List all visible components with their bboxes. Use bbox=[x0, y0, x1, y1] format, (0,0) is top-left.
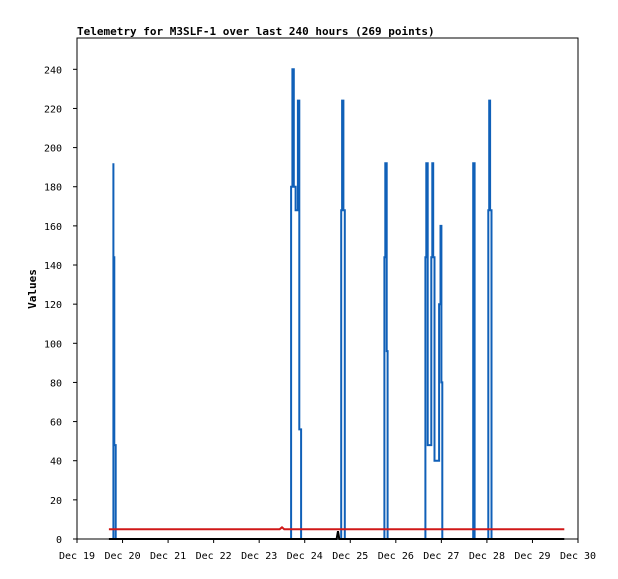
series-line-1 bbox=[108, 525, 565, 531]
y-tick-label: 200 bbox=[44, 144, 62, 155]
plot-frame bbox=[76, 37, 579, 540]
x-tick-label: Dec 30 bbox=[560, 551, 596, 562]
x-tick-label: Dec 21 bbox=[150, 551, 186, 562]
series-line-2 bbox=[108, 531, 565, 540]
series-layer bbox=[108, 68, 565, 540]
x-tick-label: Dec 29 bbox=[514, 551, 550, 562]
y-tick-label: 40 bbox=[50, 457, 62, 468]
y-tick-label: 220 bbox=[44, 104, 62, 115]
x-tick-label: Dec 23 bbox=[241, 551, 277, 562]
y-tick-label: 120 bbox=[44, 300, 62, 311]
y-axis: 0 20 40 60 80 100 120 140 160 180 200 220 240 bbox=[44, 65, 77, 546]
x-tick-label: Dec 19 bbox=[59, 551, 95, 562]
x-tick-label: Dec 27 bbox=[423, 551, 459, 562]
chart-title: Telemetry for M3SLF-1 over last 240 hour… bbox=[77, 25, 435, 38]
y-tick-label: 180 bbox=[44, 183, 62, 194]
y-axis-label: Values bbox=[26, 269, 39, 309]
x-tick-label: Dec 24 bbox=[287, 551, 323, 562]
x-tick-label: Dec 26 bbox=[378, 551, 414, 562]
x-tick-label: Dec 22 bbox=[196, 551, 232, 562]
y-tick-label: 0 bbox=[56, 535, 62, 546]
x-tick-label: Dec 28 bbox=[469, 551, 505, 562]
y-tick-label: 20 bbox=[50, 496, 62, 507]
y-tick-label: 100 bbox=[44, 339, 62, 350]
plot-area bbox=[76, 37, 579, 540]
y-tick-label: 160 bbox=[44, 222, 62, 233]
x-tick-label: Dec 20 bbox=[104, 551, 140, 562]
x-tick-label: Dec 25 bbox=[332, 551, 368, 562]
x-axis: Dec 19 Dec 20 Dec 21 Dec 22 Dec 23 Dec 24 Dec … bbox=[59, 539, 596, 562]
series-line-0 bbox=[112, 68, 493, 539]
y-tick-label: 140 bbox=[44, 261, 62, 272]
y-tick-label: 240 bbox=[44, 65, 62, 76]
y-tick-label: 80 bbox=[50, 378, 62, 389]
y-tick-label: 60 bbox=[50, 418, 62, 429]
